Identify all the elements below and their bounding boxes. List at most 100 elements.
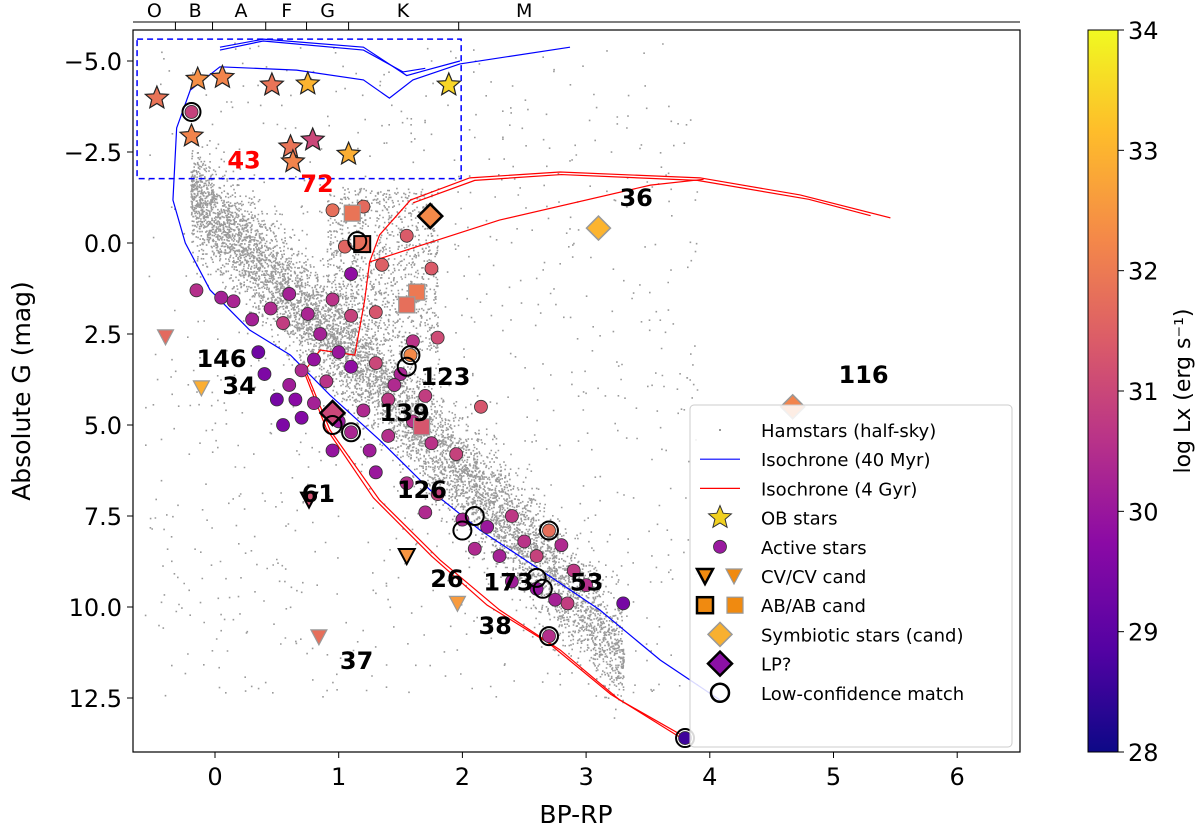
active-star-point <box>368 465 383 480</box>
active-star-point <box>344 308 358 323</box>
y-tick-label: 0.0 <box>84 230 122 258</box>
ob-star-point <box>209 63 236 89</box>
low-confidence-ring <box>538 520 559 541</box>
spectral-class-label: M <box>516 0 532 22</box>
active-star-point <box>288 392 303 407</box>
annotation-label: 61 <box>302 480 335 508</box>
active-star-point <box>325 292 340 307</box>
ob-region-box <box>136 38 462 180</box>
legend-entry-label: Low-confidence match <box>761 684 964 705</box>
active-star-point <box>504 574 519 589</box>
x-tick-label: 0 <box>207 763 222 791</box>
annotation-label: 126 <box>397 476 447 504</box>
active-star-point <box>269 392 284 407</box>
low-confidence-ring <box>341 422 362 443</box>
active-star-point <box>430 487 445 502</box>
legend-entry-label: Isochrone (40 Myr) <box>761 450 930 471</box>
cv-point <box>156 329 175 347</box>
cv-point <box>309 629 328 647</box>
active-star-point <box>344 425 358 440</box>
annotation-label: 123 <box>420 363 470 391</box>
active-star-point <box>368 305 383 320</box>
active-star-point <box>399 476 414 491</box>
isochrone-40myr-line <box>172 46 721 701</box>
y-axis-label: Absolute G (mag) <box>7 281 36 501</box>
active-star-point <box>356 403 371 418</box>
ab-point <box>408 283 426 301</box>
active-star-point <box>424 261 439 276</box>
active-star-point <box>542 629 556 644</box>
active-star-point <box>467 541 482 556</box>
legend-entry-label: LP? <box>761 655 791 676</box>
active-star-point <box>251 345 266 360</box>
active-star-point <box>406 334 420 349</box>
ab-point <box>412 418 431 436</box>
ob-star-point <box>435 71 462 96</box>
x-tick-label: 4 <box>702 763 717 791</box>
active-star-point <box>368 356 383 371</box>
ob-star-point <box>178 122 205 147</box>
legend: Hamstars (half-sky) Isochrone (40 Myr) Iso… <box>689 404 1013 748</box>
colorbar-gradient <box>1087 29 1119 753</box>
ob-star-point <box>335 140 362 166</box>
markers <box>143 63 806 749</box>
x-axis-label: BP-RP <box>539 800 612 829</box>
legend-circle-icon <box>713 539 727 554</box>
active-star-point <box>504 509 519 523</box>
legend-symbiotic-diamond-icon <box>706 621 734 648</box>
isochrone-40myr-line <box>219 38 461 77</box>
active-star-point <box>424 436 439 451</box>
isochrone-4gyr-line <box>302 368 691 745</box>
spectral-class-label: A <box>234 0 247 22</box>
active-star-point <box>313 327 328 341</box>
active-star-point <box>294 410 309 425</box>
spectral-class-label: O <box>147 0 162 22</box>
active-star-point <box>554 538 569 553</box>
active-star-point <box>474 399 488 414</box>
colorbar-tick-label: 31 <box>1128 378 1159 406</box>
active-star-point <box>542 523 556 538</box>
spectral-class-label: F <box>281 0 292 22</box>
x-tick-label: 5 <box>826 763 841 791</box>
y-tick-label: −2.5 <box>64 139 122 167</box>
active-star-point <box>418 505 433 520</box>
colorbar: 28 29 30 31 32 33 34 log Lx (erg s⁻¹) <box>1087 17 1196 767</box>
isochrone-4gyr-line <box>304 171 891 741</box>
active-star-point <box>226 294 241 309</box>
active-star-point <box>381 429 396 443</box>
ob-star-point <box>184 65 211 91</box>
legend-box <box>689 404 1013 748</box>
low-confidence-ring <box>181 101 202 122</box>
low-confidence-ring <box>396 356 417 377</box>
ab-point <box>343 204 361 222</box>
active-star-point <box>616 596 631 611</box>
active-star-point <box>184 105 199 119</box>
low-confidence-ring <box>400 345 421 366</box>
axes: 0 1 2 3 4 5 6−5.0−2.50.02.55.07.510.012.5O B A F G… <box>7 0 1020 829</box>
colorbar-tick-label: 30 <box>1128 498 1159 526</box>
y-tick-label: 10.0 <box>69 594 122 622</box>
active-star-point <box>418 388 433 403</box>
legend-cv-cand-triangle-icon <box>725 568 743 586</box>
active-star-point <box>319 374 334 389</box>
annotation-label: 26 <box>430 565 463 593</box>
colorbar-tick-label: 32 <box>1128 258 1159 286</box>
cv-point <box>192 380 211 398</box>
colorbar-tick-label: 29 <box>1128 619 1159 647</box>
active-star-point <box>529 549 544 563</box>
annotation-label: 146 <box>196 345 246 373</box>
ob-star-point <box>280 148 306 173</box>
annotation-label: 173 <box>483 569 533 597</box>
ob-star-point <box>294 70 321 95</box>
y-tick-label: 12.5 <box>69 685 122 713</box>
cv-point <box>448 595 467 613</box>
active-star-point <box>566 563 581 578</box>
low-confidence-ring <box>322 415 343 435</box>
low-confidence-ring <box>347 231 368 252</box>
symbiotic-point <box>585 215 612 242</box>
cv-point <box>397 548 417 567</box>
active-star-point <box>214 290 229 305</box>
low-confidence-ring <box>532 578 553 599</box>
active-star-point <box>325 203 340 218</box>
